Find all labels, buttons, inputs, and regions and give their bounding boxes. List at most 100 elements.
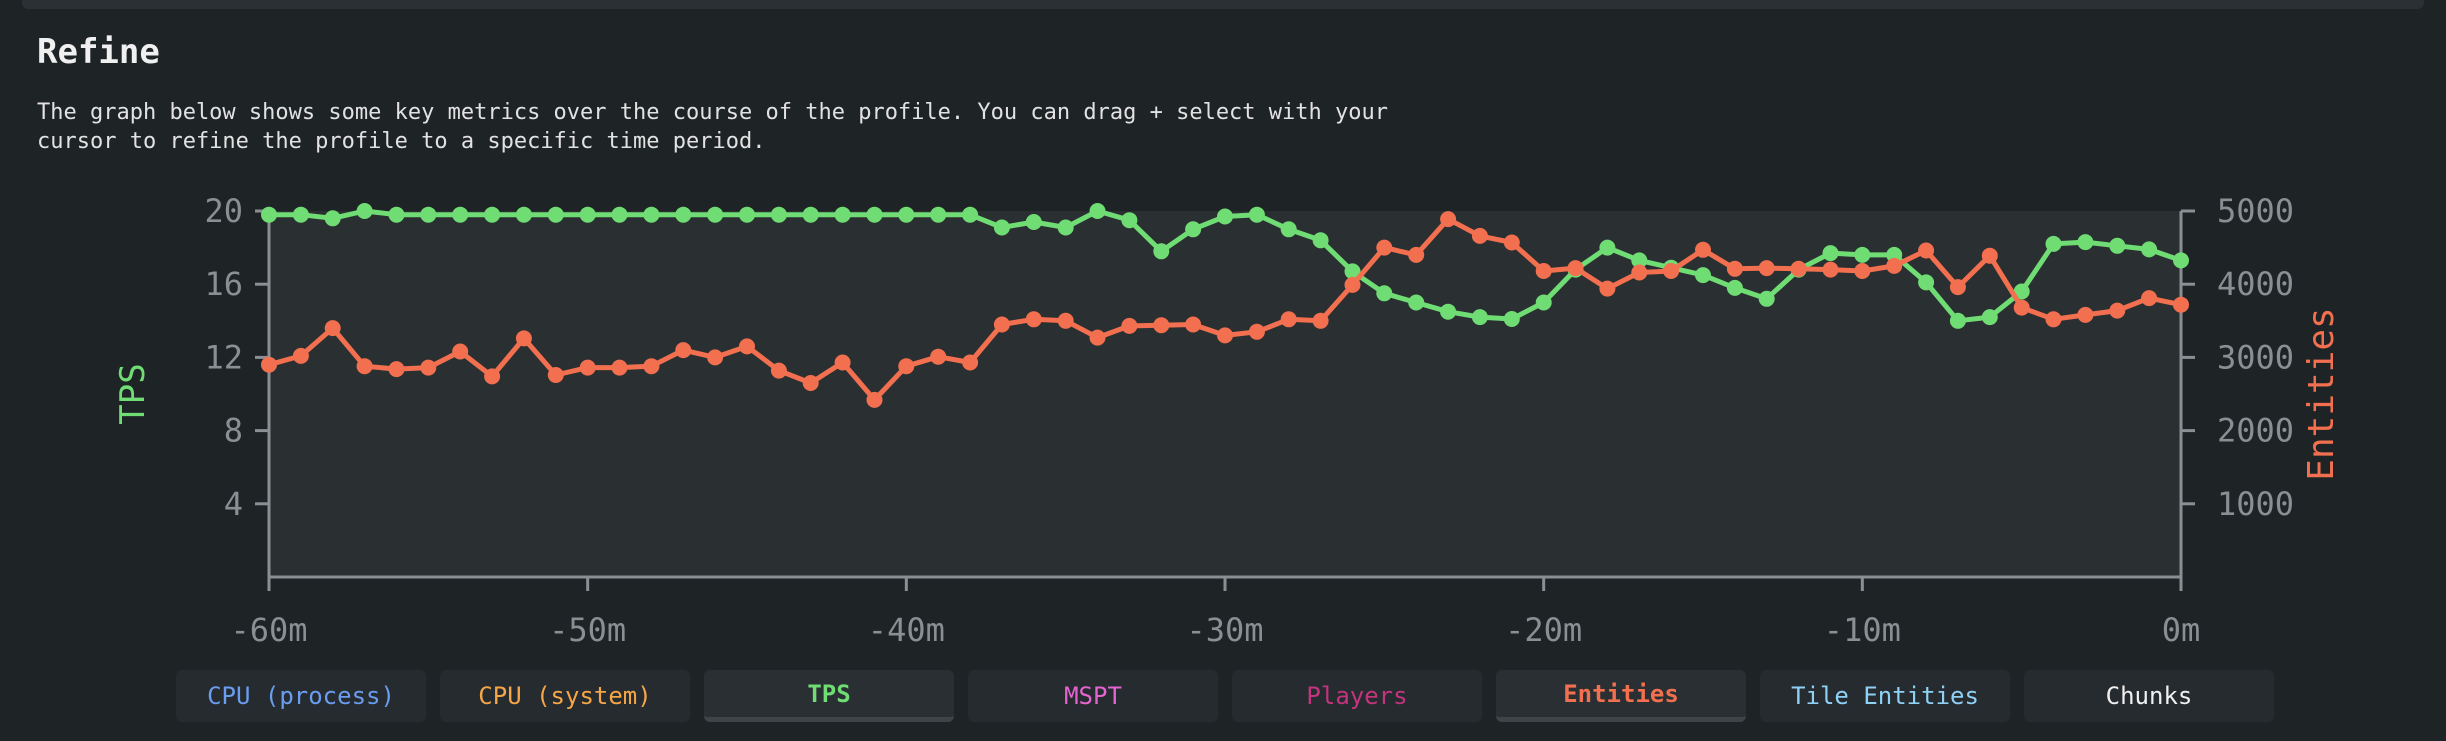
- tab-players[interactable]: Players: [1232, 670, 1482, 722]
- y-left-tick-label: 20: [204, 192, 243, 230]
- data-point-entities: [1695, 241, 1711, 258]
- data-point-entities: [1758, 260, 1775, 277]
- tab-entities[interactable]: Entities: [1496, 670, 1746, 722]
- data-point-entities: [1567, 260, 1584, 277]
- data-point-entities: [1949, 279, 1966, 296]
- refine-chart[interactable]: 4 8 12 16 20 1000 2000 3000 4000 5000 -60m -50m -40m…: [0, 0, 2446, 660]
- y-right-tick-label: 2000: [2217, 412, 2294, 450]
- page-title: Refine: [37, 32, 160, 72]
- data-point-tps: [452, 206, 469, 223]
- series-layer: [261, 203, 2189, 408]
- data-point-entities: [834, 354, 851, 371]
- data-point-tps: [356, 203, 373, 219]
- data-point-entities: [1535, 263, 1552, 279]
- tab-tps[interactable]: TPS: [704, 670, 954, 722]
- data-point-entities: [2077, 306, 2094, 323]
- data-point-tps: [261, 206, 277, 223]
- data-point-entities: [1217, 327, 1233, 344]
- data-point-entities: [2013, 299, 2030, 316]
- y-right-axis-label: Entities: [2301, 307, 2342, 480]
- data-point-tps: [1758, 290, 1775, 307]
- data-point-tps: [2045, 235, 2062, 252]
- x-tick-label: -60m: [230, 611, 307, 649]
- data-point-entities: [484, 368, 501, 385]
- data-point-entities: [1599, 280, 1616, 297]
- data-point-tps: [1344, 263, 1361, 280]
- data-point-tps: [1535, 294, 1552, 311]
- data-point-tps: [1949, 312, 1966, 329]
- axes: 4 8 12 16 20 1000 2000 3000 4000 5000 -60m -50m -40m…: [204, 192, 2294, 649]
- data-point-tps: [834, 206, 851, 223]
- data-point-tps: [547, 206, 564, 223]
- tab-cpu-system[interactable]: CPU (system): [440, 670, 690, 722]
- data-point-entities: [2045, 311, 2062, 328]
- data-point-tps: [802, 206, 819, 223]
- data-point-entities: [866, 391, 883, 408]
- data-point-tps: [515, 206, 532, 223]
- data-point-tps: [579, 206, 596, 223]
- data-point-tps: [962, 206, 979, 223]
- data-point-entities: [1248, 323, 1265, 340]
- data-point-entities: [1376, 239, 1393, 256]
- y-left-axis-label: TPS: [113, 363, 153, 424]
- data-point-tps: [2013, 283, 2030, 300]
- data-point-tps: [1726, 279, 1743, 296]
- x-tick-label: -40m: [868, 611, 945, 649]
- data-point-entities: [1918, 242, 1935, 259]
- data-point-entities: [707, 349, 724, 366]
- data-point-entities: [1631, 264, 1648, 281]
- data-point-tps: [1440, 303, 1457, 320]
- data-point-entities: [2173, 296, 2189, 313]
- data-point-entities: [1790, 260, 1807, 277]
- data-point-tps: [1121, 212, 1138, 229]
- data-point-entities: [452, 343, 469, 360]
- data-point-entities: [1153, 317, 1170, 334]
- data-point-tps: [1408, 294, 1425, 311]
- tab-chunks[interactable]: Chunks: [2024, 670, 2274, 722]
- data-point-tps: [484, 206, 501, 223]
- data-point-tps: [866, 206, 883, 223]
- data-point-tps: [1886, 246, 1903, 263]
- data-point-entities: [579, 359, 596, 376]
- data-point-tps: [898, 206, 915, 223]
- data-point-entities: [1185, 316, 1202, 333]
- tab-mspt[interactable]: MSPT: [968, 670, 1218, 722]
- data-point-tps: [1376, 285, 1393, 302]
- data-point-entities: [1663, 263, 1680, 279]
- data-point-tps: [739, 206, 755, 223]
- data-point-tps: [2109, 237, 2126, 254]
- data-point-tps: [2141, 241, 2158, 258]
- data-point-entities: [1344, 276, 1361, 293]
- data-point-tps: [611, 206, 628, 223]
- tab-tile-entities[interactable]: Tile Entities: [1760, 670, 2010, 722]
- data-point-entities: [962, 354, 979, 371]
- data-point-entities: [1854, 263, 1871, 279]
- data-point-tps: [1057, 219, 1074, 236]
- data-point-entities: [261, 356, 277, 373]
- page-description: The graph below shows some key metrics o…: [37, 100, 1389, 154]
- y-right-tick-label: 4000: [2217, 265, 2294, 303]
- y-left-tick-label: 4: [224, 485, 243, 523]
- data-point-entities: [930, 348, 947, 365]
- tab-cpu-process[interactable]: CPU (process): [176, 670, 426, 722]
- data-point-entities: [1471, 227, 1488, 244]
- y-left-tick-label: 16: [204, 265, 243, 303]
- data-point-entities: [802, 375, 819, 391]
- data-point-tps: [643, 206, 660, 223]
- data-point-entities: [1280, 311, 1297, 328]
- data-point-entities: [1440, 211, 1457, 228]
- data-point-tps: [1185, 221, 1202, 238]
- data-point-tps: [1599, 239, 1616, 256]
- data-point-tps: [770, 206, 787, 223]
- data-point-tps: [1217, 208, 1233, 225]
- data-point-tps: [1312, 232, 1329, 249]
- data-point-entities: [1886, 257, 1903, 274]
- data-point-entities: [292, 347, 309, 364]
- y-right-tick-label: 3000: [2217, 338, 2294, 376]
- data-point-tps: [1280, 221, 1297, 238]
- data-point-tps: [1854, 246, 1871, 263]
- data-point-tps: [1822, 245, 1839, 262]
- data-point-entities: [1822, 261, 1839, 278]
- y-left-tick-label: 8: [224, 412, 243, 450]
- data-point-entities: [611, 359, 628, 376]
